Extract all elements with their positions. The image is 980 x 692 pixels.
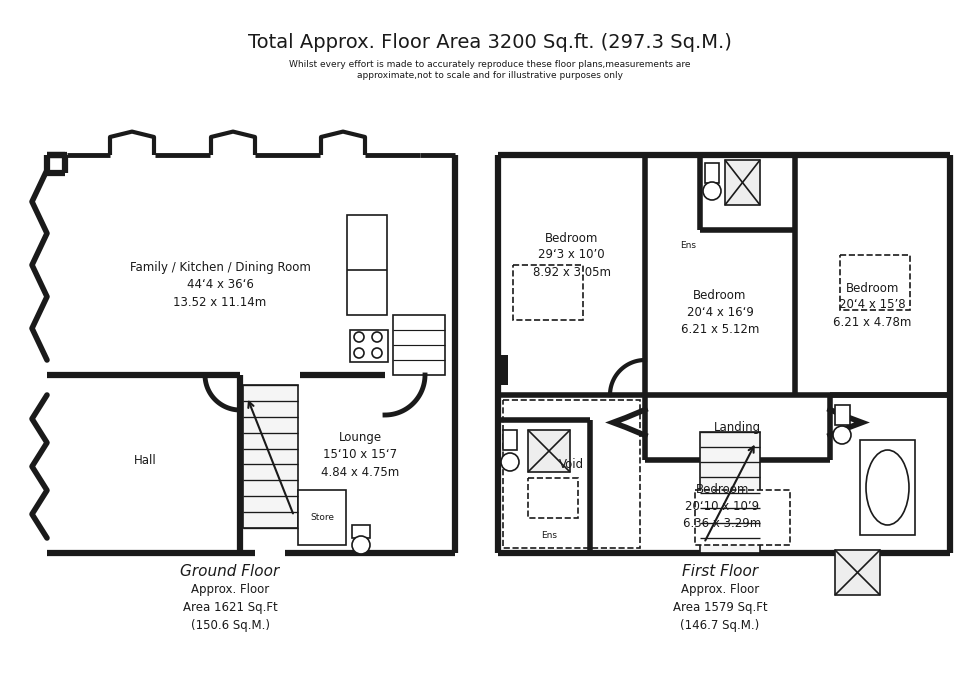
- Bar: [700, 432, 760, 553]
- Bar: [695, 490, 790, 545]
- Bar: [298, 490, 346, 545]
- Bar: [835, 550, 880, 595]
- Bar: [503, 400, 640, 548]
- Circle shape: [501, 453, 519, 471]
- Text: Approx. Floor
Area 1621 Sq.Ft
(150.6 Sq.M.): Approx. Floor Area 1621 Sq.Ft (150.6 Sq.…: [182, 583, 277, 632]
- Text: Whilst every effort is made to accurately reproduce these floor plans,measuremen: Whilst every effort is made to accuratel…: [289, 60, 691, 80]
- Bar: [352, 525, 370, 538]
- Circle shape: [354, 332, 364, 342]
- Text: Approx. Floor
Area 1579 Sq.Ft
(146.7 Sq.M.): Approx. Floor Area 1579 Sq.Ft (146.7 Sq.…: [672, 583, 767, 632]
- Circle shape: [833, 426, 851, 444]
- Text: Void: Void: [559, 457, 584, 471]
- Circle shape: [372, 332, 382, 342]
- Bar: [498, 355, 508, 385]
- Text: Ens: Ens: [541, 531, 557, 540]
- Bar: [528, 430, 570, 472]
- Bar: [860, 440, 915, 535]
- Bar: [840, 255, 910, 310]
- Text: Bedroom
20‘10 x 10’9
6.36 x 3.29m: Bedroom 20‘10 x 10’9 6.36 x 3.29m: [683, 483, 761, 530]
- Bar: [835, 405, 850, 425]
- Text: Ground Floor: Ground Floor: [180, 565, 279, 579]
- Text: Hall: Hall: [133, 453, 157, 466]
- Text: Family / Kitchen / Dining Room
44‘4 x 36‘6
13.52 x 11.14m: Family / Kitchen / Dining Room 44‘4 x 36…: [129, 262, 311, 309]
- Circle shape: [372, 348, 382, 358]
- Text: Bedroom
20‘4 x 15’8
6.21 x 4.78m: Bedroom 20‘4 x 15’8 6.21 x 4.78m: [833, 282, 911, 329]
- Text: Total Approx. Floor Area 3200 Sq.ft. (297.3 Sq.M.): Total Approx. Floor Area 3200 Sq.ft. (29…: [248, 33, 732, 51]
- Text: First Floor: First Floor: [682, 565, 759, 579]
- Ellipse shape: [866, 450, 909, 525]
- Bar: [513, 265, 583, 320]
- Circle shape: [354, 348, 364, 358]
- Text: Store: Store: [310, 513, 334, 522]
- Bar: [503, 430, 517, 450]
- Bar: [725, 160, 760, 205]
- Circle shape: [352, 536, 370, 554]
- Bar: [243, 385, 298, 528]
- Text: Landing: Landing: [714, 421, 761, 434]
- Bar: [528, 478, 578, 518]
- Bar: [347, 215, 387, 315]
- Text: Bedroom
20‘4 x 16‘9
6.21 x 5.12m: Bedroom 20‘4 x 16‘9 6.21 x 5.12m: [681, 289, 760, 336]
- Bar: [393, 315, 445, 375]
- Bar: [350, 330, 388, 362]
- Bar: [705, 163, 719, 183]
- Text: Lounge
15‘10 x 15‘7
4.84 x 4.75m: Lounge 15‘10 x 15‘7 4.84 x 4.75m: [320, 432, 399, 478]
- Text: Bedroom
29‘3 x 10’0
8.92 x 3.05m: Bedroom 29‘3 x 10’0 8.92 x 3.05m: [532, 232, 611, 278]
- Text: Ens: Ens: [680, 241, 696, 250]
- Circle shape: [703, 182, 721, 200]
